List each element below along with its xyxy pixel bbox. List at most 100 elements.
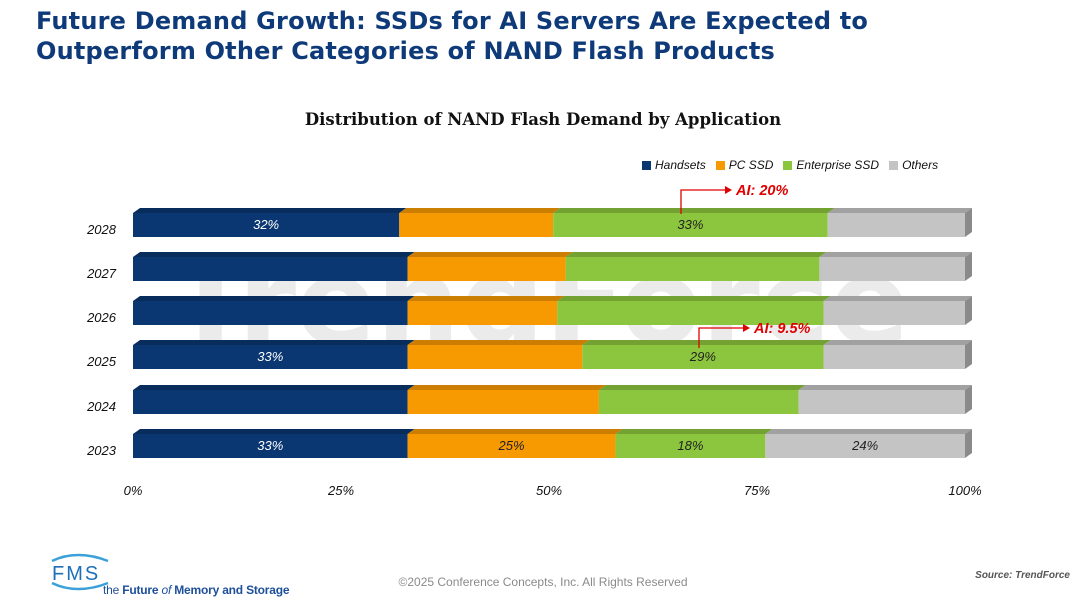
legend-label-pc-ssd: PC SSD	[728, 158, 774, 172]
category-label-2026: 2026	[86, 310, 117, 325]
bar-top-handsets-2026	[133, 296, 415, 301]
legend-swatch-others	[889, 160, 899, 170]
tagline-end: Memory and Storage	[174, 583, 290, 597]
bar-top-others-2027	[819, 252, 972, 257]
bar-others-2028	[827, 213, 965, 237]
bar-side-2024	[965, 385, 972, 414]
data-label-others-2023: 24%	[851, 438, 878, 453]
bar-side-2023	[965, 429, 972, 458]
fms-logo: FMS	[51, 553, 109, 591]
annotation-ai-share: AI: 20%	[735, 183, 788, 199]
bar-enterprise-ssd-2028	[553, 213, 828, 237]
bar-side-2028	[965, 208, 972, 237]
bar-handsets-2024	[133, 390, 408, 414]
x-tick-label: 100%	[948, 483, 981, 498]
category-label-2023: 2023	[86, 443, 117, 458]
logo-wordmark: FMS	[52, 563, 100, 585]
tagline-of: of	[158, 583, 175, 597]
legend-label-handsets: Handsets	[655, 158, 706, 172]
data-label-handsets-2025: 33%	[257, 349, 283, 364]
source-note: Source: TrendForce	[975, 570, 1070, 581]
bar-enterprise-ssd-2024	[598, 390, 799, 414]
bar-top-handsets-2027	[133, 252, 415, 257]
legend-item-pc-ssd: PC SSD	[715, 158, 774, 172]
legend-item-others: Others	[889, 158, 938, 172]
bar-top-handsets-2028	[133, 208, 407, 213]
x-tick-label: 25%	[327, 483, 354, 498]
bar-others-2024	[798, 390, 965, 414]
legend-swatch-pc-ssd	[715, 160, 725, 170]
bar-top-pc-ssd-2023	[407, 429, 623, 434]
slide-title: Future Demand Growth: SSDs for AI Server…	[36, 7, 869, 65]
bar-enterprise-ssd-2027	[565, 257, 820, 281]
bar-others-2025	[823, 345, 965, 369]
tagline-prefix: the	[103, 583, 123, 597]
bar-top-enterprise-ssd-2027	[565, 252, 827, 257]
bar-pc-ssd-2027	[407, 257, 566, 281]
bar-enterprise-ssd-2026	[557, 301, 824, 325]
bar-top-handsets-2025	[133, 340, 415, 345]
legend-swatch-handsets	[642, 160, 651, 170]
category-label-2028: 2028	[86, 222, 117, 237]
bar-top-others-2028	[827, 208, 972, 213]
bar-pc-ssd-2026	[407, 301, 558, 325]
bar-pc-ssd-2023	[407, 434, 616, 458]
bar-top-enterprise-ssd-2028	[553, 208, 835, 213]
data-label-pc-ssd-2023: 25%	[498, 438, 525, 453]
data-label-enterprise-ssd-2025: 29%	[689, 349, 716, 364]
annotation-arrow-head	[743, 324, 750, 332]
data-label-handsets-2023: 33%	[257, 438, 283, 453]
bar-handsets-2026	[133, 301, 408, 325]
bar-top-pc-ssd-2026	[407, 296, 565, 301]
bar-handsets-2023	[133, 434, 408, 458]
category-label-2025: 2025	[86, 354, 117, 369]
bar-side-2026	[965, 296, 972, 325]
legend-label-others: Others	[902, 158, 939, 172]
bar-others-2027	[819, 257, 965, 281]
bar-top-enterprise-ssd-2023	[615, 429, 773, 434]
bar-top-enterprise-ssd-2025	[582, 340, 831, 345]
bar-others-2026	[823, 301, 965, 325]
data-label-handsets-2028: 32%	[253, 217, 279, 232]
bar-pc-ssd-2024	[407, 390, 599, 414]
bar-top-others-2023	[765, 429, 972, 434]
legend-item-handsets: Handsets	[642, 158, 706, 172]
bar-side-2025	[965, 340, 972, 369]
annotation-arrow-line	[680, 189, 726, 214]
bar-side-2027	[965, 252, 972, 281]
bar-top-others-2025	[823, 340, 972, 345]
bar-pc-ssd-2025	[407, 345, 583, 369]
bar-handsets-2028	[133, 213, 400, 237]
copyright-notice: ©2025 Conference Concepts, Inc. All Righ…	[398, 575, 688, 589]
bar-top-handsets-2023	[133, 429, 415, 434]
data-label-enterprise-ssd-2028: 33%	[677, 217, 703, 232]
annotation-arrow-line	[698, 327, 744, 348]
x-tick-label: 75%	[744, 483, 770, 498]
category-label-2027: 2027	[86, 266, 117, 281]
annotation-ai-share: AI: 9.5%	[753, 321, 811, 337]
bar-enterprise-ssd-2023	[615, 434, 766, 458]
chart-title: Distribution of NAND Flash Demand by App…	[304, 110, 782, 129]
bar-top-handsets-2024	[133, 385, 415, 390]
bar-pc-ssd-2028	[399, 213, 554, 237]
bar-top-enterprise-ssd-2024	[598, 385, 806, 390]
x-tick-label: 0%	[124, 483, 143, 498]
bar-top-pc-ssd-2024	[407, 385, 606, 390]
logo-tagline: the Future of Memory and Storage	[103, 583, 290, 597]
bar-top-pc-ssd-2025	[407, 340, 590, 345]
tagline-future: Future	[122, 583, 159, 597]
bar-top-enterprise-ssd-2026	[557, 296, 831, 301]
data-label-enterprise-ssd-2023: 18%	[677, 438, 703, 453]
bar-top-pc-ssd-2027	[407, 252, 573, 257]
annotation-arrow-head	[725, 186, 732, 194]
bar-top-others-2024	[798, 385, 972, 390]
legend-label-enterprise-ssd: Enterprise SSD	[796, 158, 880, 172]
bar-others-2023	[765, 434, 965, 458]
x-tick-label: 50%	[536, 483, 562, 498]
bar-enterprise-ssd-2025	[582, 345, 824, 369]
legend-swatch-enterprise-ssd	[783, 160, 793, 170]
bar-top-others-2026	[823, 296, 972, 301]
category-label-2024: 2024	[86, 399, 116, 414]
bar-handsets-2025	[133, 345, 408, 369]
